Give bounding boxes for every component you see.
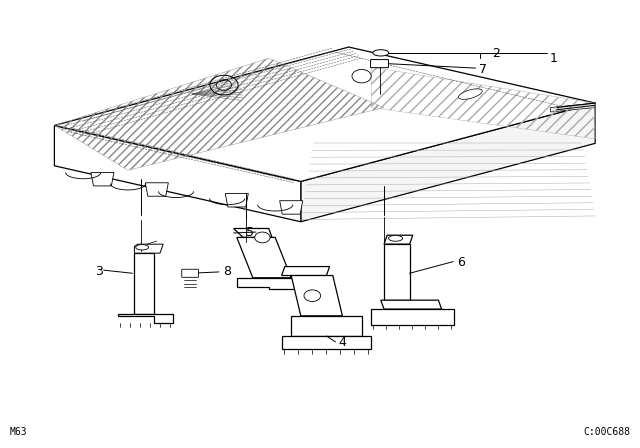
Polygon shape [282, 336, 371, 349]
Polygon shape [237, 237, 291, 278]
FancyBboxPatch shape [371, 60, 388, 68]
Ellipse shape [458, 89, 483, 99]
Polygon shape [54, 125, 301, 222]
Polygon shape [225, 194, 248, 207]
Polygon shape [291, 276, 342, 316]
Polygon shape [381, 300, 442, 309]
Polygon shape [134, 244, 163, 253]
Text: 1: 1 [550, 52, 557, 65]
Polygon shape [384, 235, 413, 244]
Polygon shape [280, 201, 303, 214]
Circle shape [304, 290, 321, 302]
Polygon shape [371, 309, 454, 325]
Polygon shape [134, 253, 154, 314]
Text: C:00C688: C:00C688 [584, 427, 630, 437]
Text: M63: M63 [10, 427, 28, 437]
Circle shape [255, 232, 270, 243]
Polygon shape [550, 103, 595, 112]
Polygon shape [237, 278, 301, 289]
Ellipse shape [388, 236, 403, 241]
FancyBboxPatch shape [182, 269, 198, 277]
Polygon shape [91, 172, 114, 186]
Polygon shape [118, 314, 173, 323]
Text: 3: 3 [95, 264, 103, 278]
Polygon shape [301, 103, 595, 222]
Text: 7: 7 [479, 63, 487, 76]
Text: 2: 2 [492, 47, 500, 60]
Polygon shape [54, 47, 595, 181]
Ellipse shape [372, 50, 388, 56]
Text: 8: 8 [223, 265, 231, 279]
Polygon shape [145, 183, 168, 196]
Polygon shape [234, 228, 272, 237]
Ellipse shape [136, 245, 148, 250]
Text: 6: 6 [457, 255, 465, 269]
Polygon shape [282, 267, 330, 276]
Text: 4: 4 [339, 336, 346, 349]
Polygon shape [291, 316, 362, 336]
Text: 5: 5 [246, 226, 253, 240]
Polygon shape [384, 244, 410, 300]
